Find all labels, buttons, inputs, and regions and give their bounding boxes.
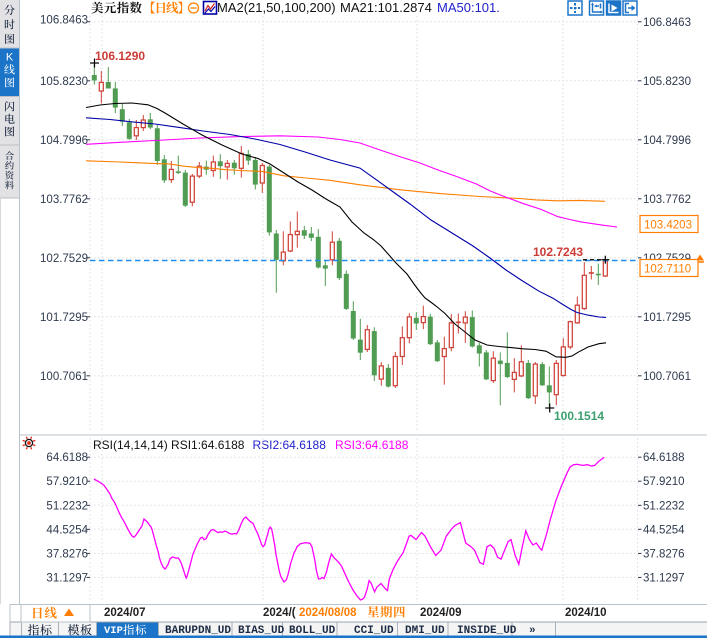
svg-text:100.7061: 100.7061 bbox=[643, 371, 691, 383]
svg-text:BIAS_UD: BIAS_UD bbox=[238, 625, 285, 637]
svg-text:104.7996: 104.7996 bbox=[643, 135, 691, 147]
svg-text:103.4203: 103.4203 bbox=[644, 220, 692, 232]
svg-text:105.8230: 105.8230 bbox=[643, 76, 691, 88]
svg-text:RSI(14,14,14) RSI1:64.6188: RSI(14,14,14) RSI1:64.6188 bbox=[93, 438, 245, 452]
svg-text:106.8463: 106.8463 bbox=[40, 14, 88, 26]
svg-text:BARUPDN_UD: BARUPDN_UD bbox=[165, 625, 231, 637]
svg-text:2024/07: 2024/07 bbox=[104, 607, 146, 619]
svg-text:102.7243: 102.7243 bbox=[533, 245, 583, 259]
svg-text:MA21:101.2874: MA21:101.2874 bbox=[340, 0, 432, 15]
svg-text:2024/10: 2024/10 bbox=[565, 607, 607, 619]
svg-text:44.5254: 44.5254 bbox=[643, 524, 685, 536]
svg-text:102.7110: 102.7110 bbox=[644, 264, 691, 276]
svg-text:106.8463: 106.8463 bbox=[643, 17, 691, 29]
svg-text:100.1514: 100.1514 bbox=[554, 409, 604, 423]
svg-text:57.9210: 57.9210 bbox=[643, 476, 685, 488]
svg-text:103.7762: 103.7762 bbox=[643, 194, 691, 206]
svg-text:2024/09: 2024/09 bbox=[420, 607, 462, 619]
svg-text:103.7762: 103.7762 bbox=[40, 194, 88, 206]
svg-text:106.1290: 106.1290 bbox=[95, 49, 145, 63]
svg-text:101.7295: 101.7295 bbox=[643, 312, 691, 324]
svg-text:RSI2:64.6188: RSI2:64.6188 bbox=[253, 438, 327, 452]
svg-text:MA2(21,50,100,200): MA2(21,50,100,200) bbox=[217, 0, 336, 15]
svg-text:100.7061: 100.7061 bbox=[40, 371, 88, 383]
svg-text:37.8276: 37.8276 bbox=[46, 548, 88, 560]
svg-text:101.7295: 101.7295 bbox=[40, 312, 88, 324]
svg-text:RSI3:64.6188: RSI3:64.6188 bbox=[335, 438, 409, 452]
svg-text:51.2232: 51.2232 bbox=[46, 500, 88, 512]
svg-text:K: K bbox=[6, 52, 14, 64]
svg-text:31.1297: 31.1297 bbox=[643, 572, 685, 584]
svg-text:64.6188: 64.6188 bbox=[643, 452, 685, 464]
svg-text:INSIDE_UD: INSIDE_UD bbox=[457, 625, 517, 637]
svg-text:»: » bbox=[529, 625, 536, 637]
svg-text:VIP: VIP bbox=[104, 625, 123, 637]
svg-text:2024/08/08: 2024/08/08 bbox=[299, 607, 357, 619]
svg-text:2024/(: 2024/( bbox=[263, 607, 296, 619]
svg-text:44.5254: 44.5254 bbox=[46, 524, 88, 536]
svg-text:51.2232: 51.2232 bbox=[643, 500, 685, 512]
svg-text:31.1297: 31.1297 bbox=[46, 572, 88, 584]
svg-text:BOLL_UD: BOLL_UD bbox=[289, 625, 336, 637]
svg-text:105.8230: 105.8230 bbox=[40, 76, 88, 88]
svg-text:104.7996: 104.7996 bbox=[40, 135, 88, 147]
svg-text:57.9210: 57.9210 bbox=[46, 476, 88, 488]
svg-text:102.7529: 102.7529 bbox=[40, 253, 88, 265]
svg-text:64.6188: 64.6188 bbox=[46, 452, 88, 464]
svg-text:DMI_UD: DMI_UD bbox=[405, 625, 445, 637]
svg-text:MA50:101.: MA50:101. bbox=[437, 0, 500, 15]
svg-text:37.8276: 37.8276 bbox=[643, 548, 685, 560]
svg-text:CCI_UD: CCI_UD bbox=[354, 625, 394, 637]
